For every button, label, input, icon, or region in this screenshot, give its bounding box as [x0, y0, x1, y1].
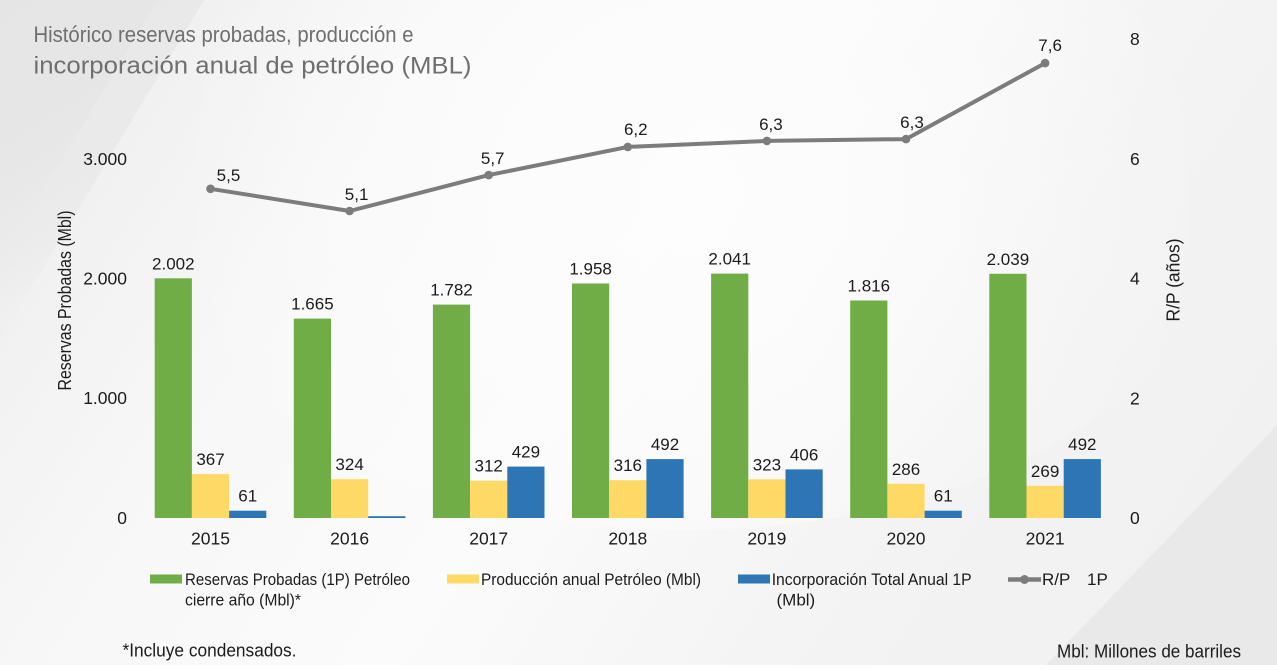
- svg-text:6,2: 6,2: [624, 120, 648, 139]
- svg-text:312: 312: [475, 457, 503, 476]
- svg-text:492: 492: [1068, 435, 1096, 454]
- svg-text:1.816: 1.816: [848, 277, 891, 296]
- svg-text:286: 286: [892, 460, 920, 479]
- svg-text:R/P: R/P: [1042, 570, 1070, 589]
- svg-text:incorporación anual de petróle: incorporación anual de petróleo (MBL): [34, 52, 472, 79]
- svg-text:2020: 2020: [887, 529, 926, 549]
- svg-text:2017: 2017: [469, 529, 508, 549]
- svg-text:Reservas Probadas (1P) Petróle: Reservas Probadas (1P) Petróleo: [185, 570, 410, 589]
- svg-text:5,5: 5,5: [217, 166, 241, 185]
- svg-text:8: 8: [1130, 29, 1140, 49]
- svg-text:316: 316: [614, 456, 642, 475]
- svg-text:2.002: 2.002: [152, 254, 195, 273]
- svg-text:1.958: 1.958: [569, 260, 612, 279]
- svg-text:429: 429: [512, 443, 540, 462]
- svg-text:0: 0: [1130, 508, 1140, 528]
- svg-text:492: 492: [651, 435, 679, 454]
- svg-text:2.000: 2.000: [83, 269, 127, 289]
- svg-text:367: 367: [196, 450, 224, 469]
- svg-text:Histórico reservas probadas, p: Histórico reservas probadas, producción …: [34, 22, 414, 47]
- svg-text:6,3: 6,3: [759, 115, 783, 134]
- svg-text:2021: 2021: [1026, 529, 1065, 549]
- svg-text:1.000: 1.000: [83, 388, 127, 408]
- svg-text:61: 61: [934, 487, 953, 506]
- svg-text:2018: 2018: [608, 529, 647, 549]
- svg-text:61: 61: [238, 487, 257, 506]
- svg-text:7,6: 7,6: [1038, 36, 1062, 55]
- svg-text:324: 324: [335, 455, 363, 474]
- svg-text:1.665: 1.665: [291, 295, 334, 314]
- svg-text:2015: 2015: [191, 529, 230, 549]
- svg-text:Mbl: Millones de barriles: Mbl: Millones de barriles: [1057, 641, 1241, 662]
- svg-text:*Incluye condensados.: *Incluye condensados.: [123, 640, 297, 661]
- svg-text:0: 0: [117, 508, 127, 528]
- svg-text:R/P (años): R/P (años): [1164, 239, 1184, 322]
- svg-text:5,7: 5,7: [481, 149, 505, 168]
- svg-text:Reservas Probadas (Mbl): Reservas Probadas (Mbl): [55, 211, 75, 391]
- svg-text:2019: 2019: [747, 529, 786, 549]
- svg-text:6: 6: [1130, 149, 1140, 169]
- svg-text:2016: 2016: [330, 529, 369, 549]
- svg-text:Incorporación Total Anual 1P: Incorporación Total Anual 1P: [772, 570, 972, 589]
- svg-text:2.041: 2.041: [708, 250, 751, 269]
- svg-text:406: 406: [790, 445, 818, 464]
- svg-text:6,3: 6,3: [900, 113, 924, 132]
- svg-text:cierre año (Mbl)*: cierre año (Mbl)*: [185, 591, 301, 610]
- svg-text:1.782: 1.782: [430, 281, 473, 300]
- svg-text:269: 269: [1031, 462, 1059, 481]
- svg-text:(Mbl): (Mbl): [777, 591, 816, 610]
- svg-text:4: 4: [1130, 269, 1140, 289]
- svg-text:5,1: 5,1: [345, 185, 369, 204]
- svg-text:1P: 1P: [1087, 570, 1108, 589]
- svg-text:2: 2: [1130, 388, 1140, 408]
- svg-text:2.039: 2.039: [987, 250, 1030, 269]
- svg-text:3.000: 3.000: [83, 149, 127, 169]
- svg-text:323: 323: [753, 455, 781, 474]
- svg-text:Producción anual Petróleo (Mbl: Producción anual Petróleo (Mbl): [481, 570, 701, 589]
